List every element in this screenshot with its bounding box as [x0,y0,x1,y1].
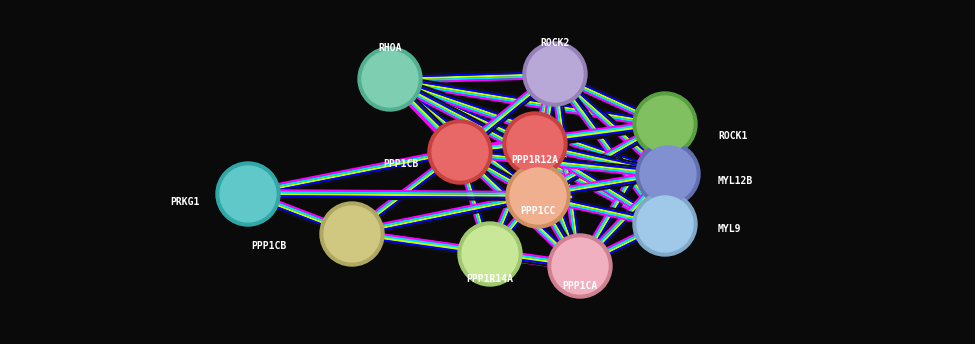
Circle shape [535,54,574,94]
Text: PPP1CC: PPP1CC [521,206,556,216]
Circle shape [516,125,555,164]
Circle shape [633,192,697,256]
Text: PPP1CB: PPP1CB [251,241,286,251]
Circle shape [462,226,518,282]
Circle shape [470,234,510,273]
Circle shape [358,47,422,111]
Circle shape [506,164,570,228]
Circle shape [561,246,600,286]
Circle shape [428,120,492,184]
Circle shape [637,196,693,252]
Circle shape [640,146,696,202]
Text: PRKG1: PRKG1 [171,197,200,207]
Circle shape [548,234,612,298]
Circle shape [332,214,371,254]
Circle shape [362,51,418,107]
Text: PPP1R14A: PPP1R14A [466,274,514,284]
Text: PPP1R12A: PPP1R12A [512,155,559,165]
Circle shape [637,96,693,152]
Circle shape [228,174,267,214]
Circle shape [523,42,587,106]
Circle shape [552,238,608,294]
Circle shape [633,92,697,156]
Circle shape [510,168,566,224]
Circle shape [527,46,583,102]
Circle shape [645,104,684,143]
Circle shape [458,222,522,286]
Circle shape [220,166,276,222]
Circle shape [324,206,380,262]
Text: RHOA: RHOA [378,43,402,53]
Circle shape [216,162,280,226]
Circle shape [648,154,687,194]
Circle shape [320,202,384,266]
Text: MYL12B: MYL12B [718,176,754,186]
Circle shape [645,204,684,244]
Text: ROCK1: ROCK1 [718,131,748,141]
Circle shape [432,124,488,180]
Circle shape [507,116,563,172]
Circle shape [441,132,480,172]
Text: ROCK2: ROCK2 [540,38,569,48]
Text: MYL9: MYL9 [718,224,742,234]
Text: PPP1CA: PPP1CA [563,281,598,291]
Circle shape [636,142,700,206]
Circle shape [519,176,558,216]
Circle shape [370,60,410,99]
Circle shape [503,112,567,176]
Text: PPP1CB: PPP1CB [383,159,418,169]
